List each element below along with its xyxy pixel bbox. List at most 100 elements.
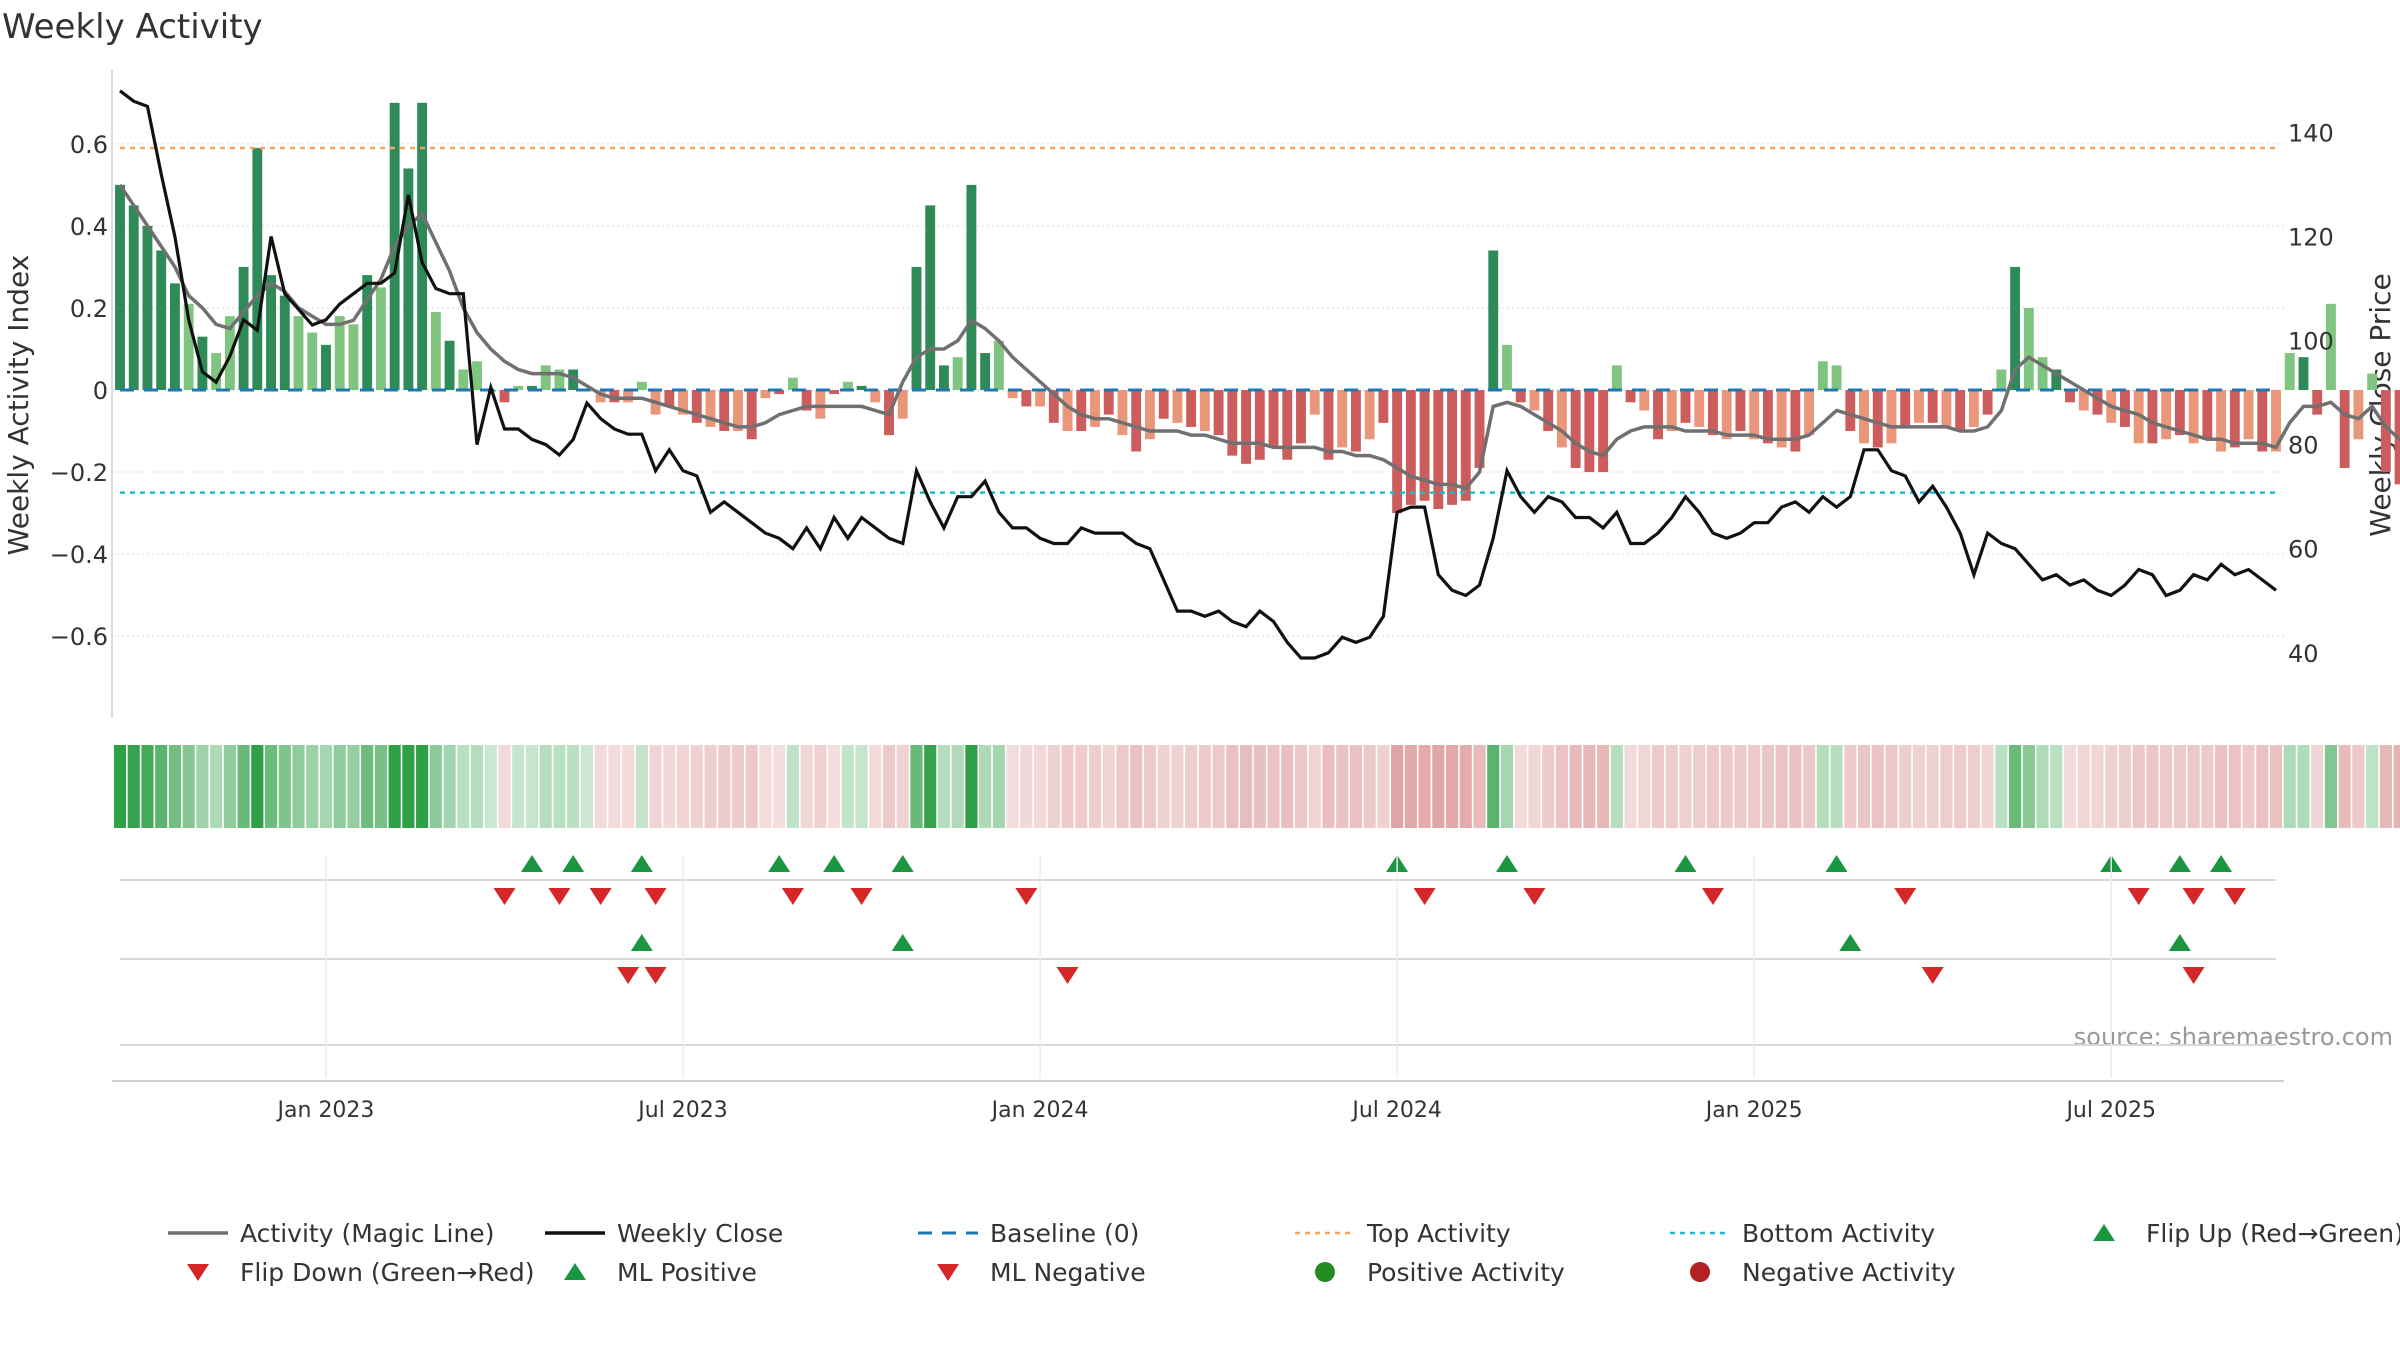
heat-cell — [594, 745, 607, 828]
heat-cell — [264, 745, 278, 828]
flip-up-marker — [823, 855, 846, 872]
heat-cell — [2160, 745, 2173, 828]
activity-bar — [2147, 390, 2158, 444]
legend-swatch — [2093, 1224, 2115, 1241]
activity-bar — [1556, 390, 1567, 448]
activity-bar — [980, 353, 991, 390]
heat-cell — [1597, 745, 1610, 828]
activity-bar — [623, 390, 634, 403]
x-tick-label: Jul 2024 — [1350, 1098, 1442, 1123]
heat-cell — [2146, 745, 2159, 828]
heat-cell — [1981, 745, 1994, 828]
y-right-tick-label: 120 — [2288, 224, 2334, 252]
activity-bar — [2023, 307, 2034, 390]
activity-bar — [1845, 390, 1856, 432]
legend-item-bottom: Bottom Activity — [1670, 1219, 1935, 1248]
heat-cell — [2352, 745, 2365, 828]
heat-cell — [1720, 745, 1733, 828]
activity-bar — [156, 250, 167, 390]
heat-cell — [1404, 745, 1417, 828]
flip-down-marker — [644, 888, 667, 905]
activity-bar — [2257, 390, 2268, 452]
activity-bar — [1254, 390, 1265, 460]
flip-up-marker — [1825, 855, 1848, 872]
heat-cell — [553, 745, 566, 828]
activity-bar — [1762, 390, 1773, 444]
activity-bar — [1447, 390, 1457, 505]
heat-cell — [1226, 745, 1239, 828]
activity-bar — [1639, 390, 1650, 411]
activity-bar — [362, 275, 373, 390]
activity-bar — [1708, 390, 1718, 436]
heat-cell — [1940, 745, 1953, 828]
flip-up-marker — [2168, 855, 2191, 872]
heat-cell — [1130, 745, 1143, 828]
heat-cell — [2324, 745, 2337, 828]
y-left-tick-label: −0.4 — [50, 541, 108, 569]
heat-cell — [608, 745, 621, 828]
legend-item-flipup: Flip Up (Red→Green) — [2093, 1219, 2400, 1248]
flip-down-marker — [2182, 888, 2205, 905]
x-axis: Jan 2023 Jul 2023 Jan 2024 Jul 2024 Jan 2025… — [112, 855, 2284, 1123]
chart-legend: Activity (Magic Line) Weekly Close Baselin… — [168, 1219, 2400, 1287]
heat-cell — [237, 745, 250, 828]
activity-bar — [2216, 390, 2227, 452]
heat-cell — [786, 745, 799, 828]
heat-cell — [1775, 745, 1788, 828]
flip-down-marker — [493, 888, 516, 905]
source-label: source: sharemaestro.com — [2074, 1023, 2393, 1051]
heat-cell — [1638, 745, 1651, 828]
legend-item-posact: Positive Activity — [1315, 1258, 1565, 1287]
activity-bar — [1543, 390, 1554, 432]
heat-cell — [443, 745, 456, 828]
heat-cell — [1899, 745, 1912, 828]
heat-cell — [2256, 745, 2269, 828]
ml-negative-marker — [1921, 967, 1944, 984]
flip-down-marker — [2127, 888, 2150, 905]
activity-bar — [1035, 390, 1046, 407]
heat-cell — [1185, 745, 1198, 828]
heat-cell — [567, 745, 580, 828]
heat-cell — [1020, 745, 1033, 828]
heat-cell — [1391, 745, 1404, 828]
heat-cell — [2009, 745, 2022, 828]
heat-cell — [2201, 745, 2214, 828]
activity-bar — [1419, 390, 1430, 501]
heat-cell — [2338, 745, 2351, 828]
weekly-close-line — [119, 89, 2277, 660]
heat-cell — [1294, 745, 1308, 828]
activity-bar — [321, 344, 331, 390]
heat-cell — [1542, 745, 1555, 828]
legend-label: Bottom Activity — [1742, 1219, 1935, 1248]
flip-down-marker — [1413, 888, 1436, 905]
heat-cell — [676, 745, 690, 828]
activity-bar — [417, 102, 428, 391]
activity-bar — [2065, 390, 2075, 403]
activity-bar — [966, 184, 977, 390]
x-tick-label: Jan 2024 — [990, 1098, 1089, 1123]
activity-bar — [925, 205, 936, 390]
activity-bar — [279, 295, 290, 390]
activity-bar — [801, 390, 812, 411]
heat-cell — [498, 745, 511, 828]
heat-cell — [1034, 745, 1047, 828]
legend-label: Weekly Close — [617, 1219, 783, 1248]
activity-bar — [128, 205, 139, 390]
activity-bar — [1666, 390, 1677, 432]
heat-cell — [223, 745, 236, 828]
activity-bar — [1859, 390, 1869, 444]
activity-bar — [293, 316, 304, 390]
activity-bar — [1309, 390, 1320, 415]
activity-bar — [774, 390, 785, 395]
chart-title: Weekly Activity — [2, 7, 263, 47]
activity-bar — [870, 390, 881, 403]
y-right-tick-label: 100 — [2288, 328, 2334, 356]
heat-cell — [828, 745, 841, 828]
legend-label: Negative Activity — [1742, 1258, 1956, 1287]
heat-cell — [2105, 745, 2118, 828]
heat-cell — [1954, 745, 1967, 828]
activity-bar — [1268, 390, 1279, 448]
activity-bar — [1982, 390, 1993, 415]
heat-cell — [622, 745, 635, 828]
heat-cell — [635, 745, 648, 828]
